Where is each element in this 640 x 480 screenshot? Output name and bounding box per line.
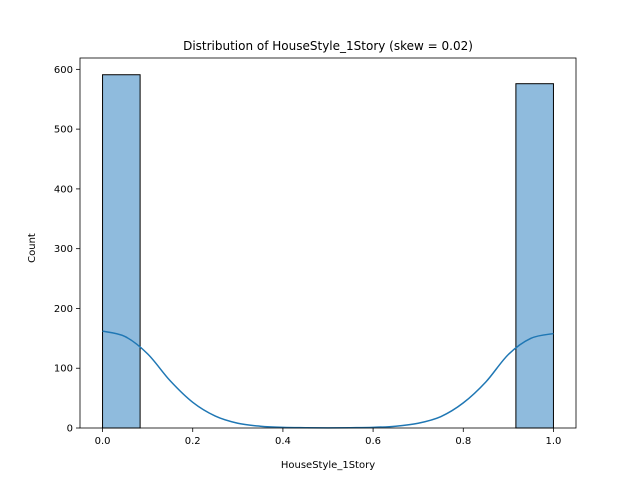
y-tick-label: 100 <box>54 364 73 375</box>
x-tick-label: 0.6 <box>365 436 381 447</box>
x-tick-label: 0.4 <box>275 436 291 447</box>
histogram-bar-1 <box>515 83 554 429</box>
y-tick-label: 0 <box>67 424 73 435</box>
y-tick-label: 500 <box>54 125 73 136</box>
chart-title: Distribution of HouseStyle_1Story (skew … <box>183 39 473 53</box>
y-axis-ticks: 0 100 200 300 400 500 600 <box>54 65 80 435</box>
bars-group <box>102 74 554 429</box>
x-tick-label: 0.0 <box>95 436 111 447</box>
axes-frame <box>79 57 577 429</box>
y-tick-label: 600 <box>54 65 73 76</box>
histogram-bar-0 <box>102 74 141 429</box>
x-tick-label: 0.2 <box>185 436 201 447</box>
x-axis-label: HouseStyle_1Story <box>281 460 375 471</box>
y-tick-label: 300 <box>54 244 73 255</box>
x-tick-label: 1.0 <box>546 436 562 447</box>
kde-curve <box>102 330 554 429</box>
x-axis-ticks: 0.0 0.2 0.4 0.6 0.8 1.0 <box>95 428 562 447</box>
y-tick-label: 400 <box>54 184 73 195</box>
x-tick-label: 0.8 <box>455 436 471 447</box>
y-tick-label: 200 <box>54 304 73 315</box>
y-axis-label: Count <box>27 233 38 263</box>
